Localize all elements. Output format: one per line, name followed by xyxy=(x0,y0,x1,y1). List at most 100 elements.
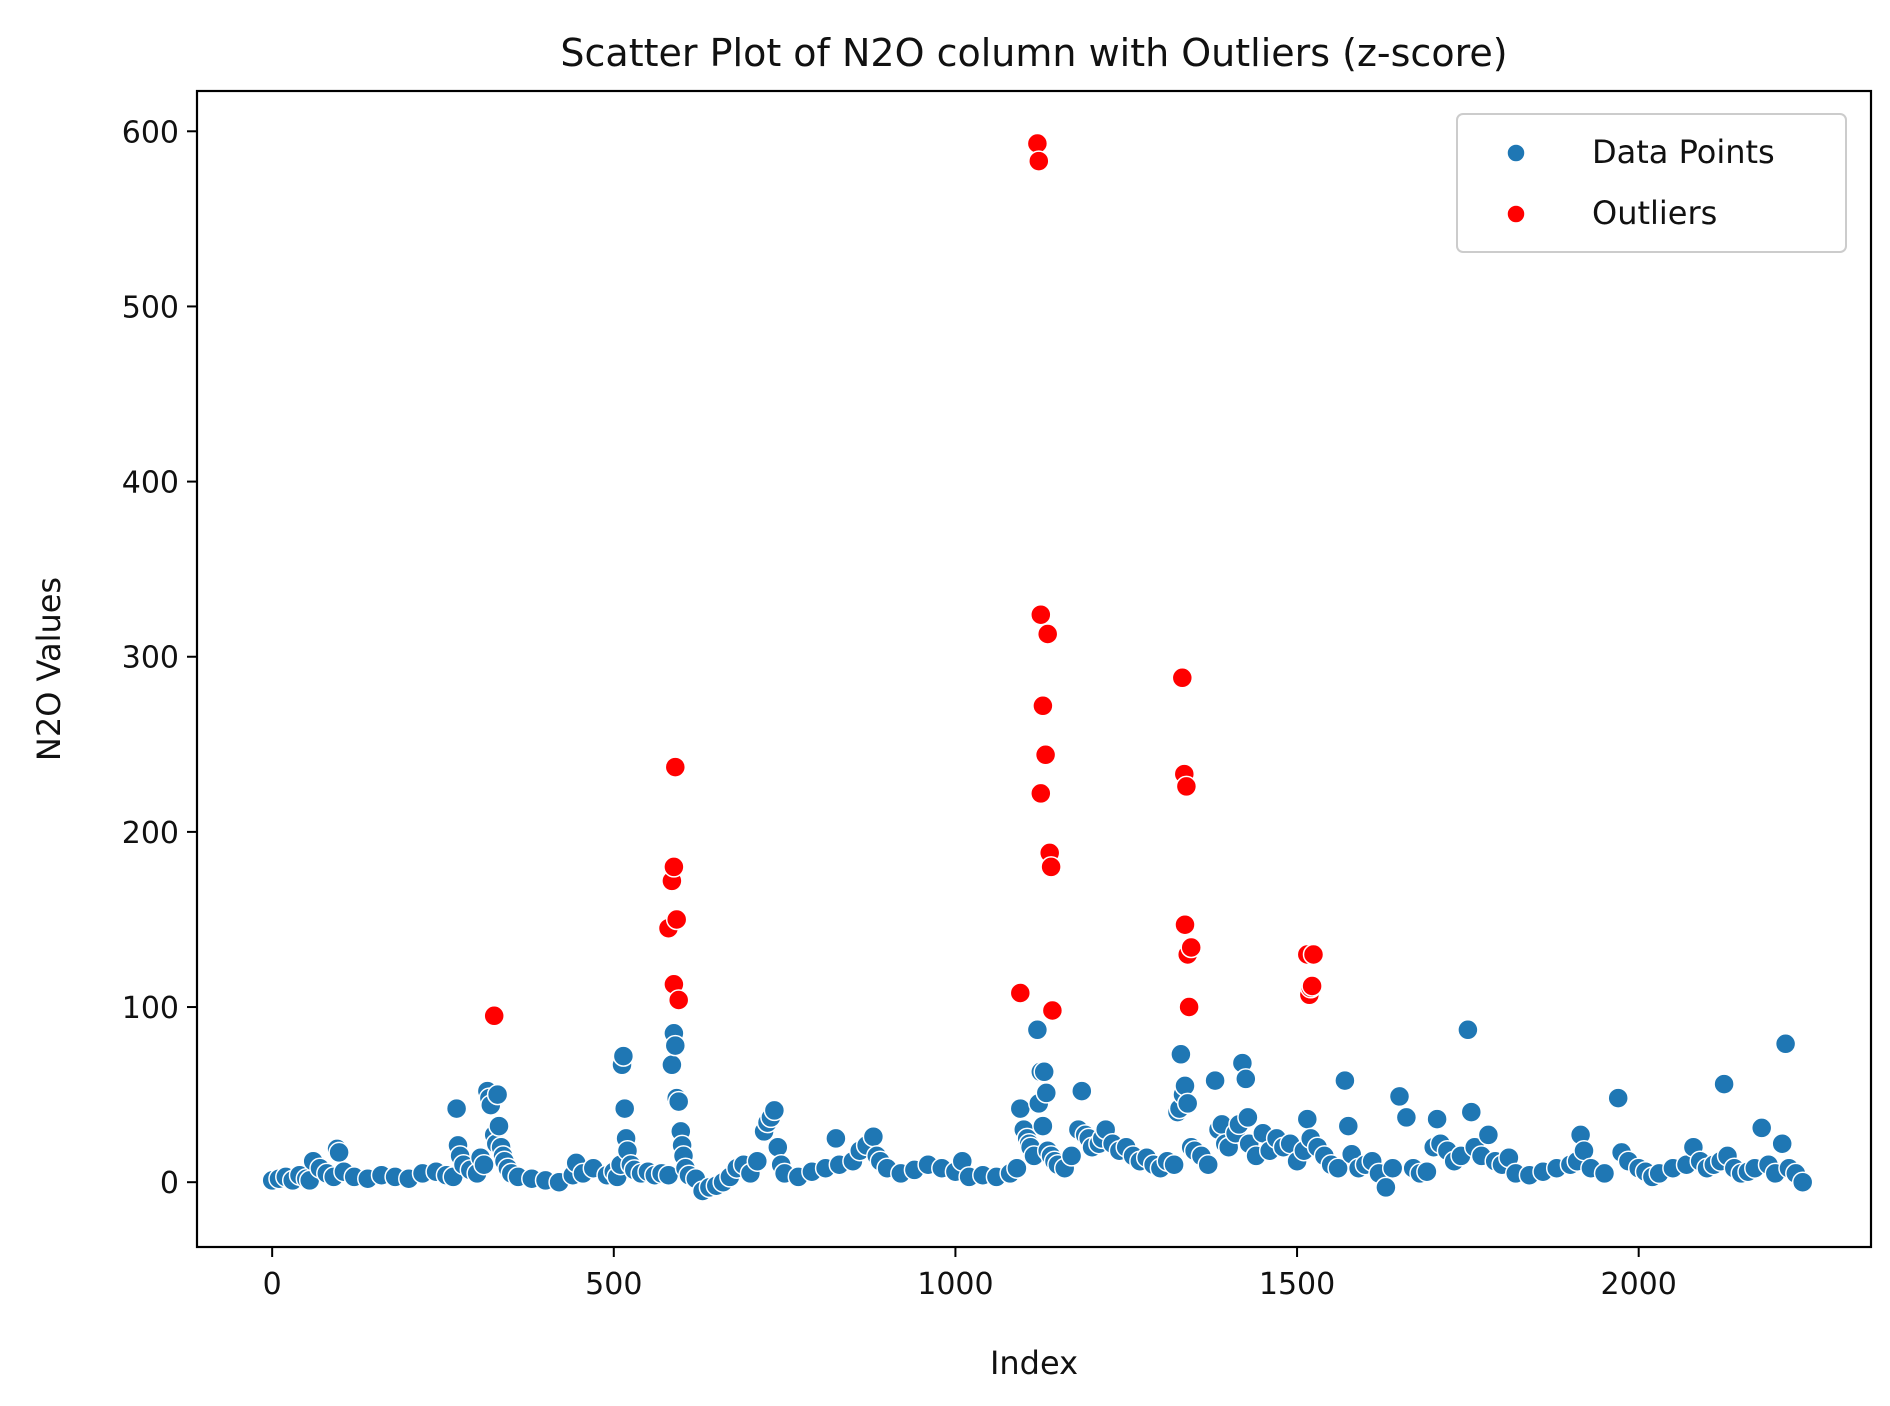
y-tick-label: 200 xyxy=(122,816,179,851)
data-point xyxy=(1771,1132,1793,1155)
outlier-point xyxy=(1032,695,1054,717)
outlier-point xyxy=(1171,667,1194,689)
outlier-point xyxy=(667,989,690,1011)
data-point xyxy=(825,1127,847,1150)
data-point xyxy=(1457,1019,1479,1041)
x-tick-label: 1000 xyxy=(917,1267,993,1302)
data-point xyxy=(1032,1115,1054,1137)
outlier-point xyxy=(1180,936,1202,959)
data-point xyxy=(1593,1162,1616,1185)
x-tick-label: 0 xyxy=(263,1267,282,1302)
data-point xyxy=(488,1115,510,1137)
data-point xyxy=(1477,1124,1500,1146)
data-point xyxy=(1163,1153,1185,1176)
data-point xyxy=(1026,1019,1049,1041)
y-tick-label: 300 xyxy=(122,641,179,676)
y-tick-label: 400 xyxy=(122,466,179,501)
data-point xyxy=(1009,1097,1032,1120)
data-point xyxy=(1174,1075,1196,1097)
outlier-point xyxy=(1036,623,1059,645)
legend-marker-data-points xyxy=(1506,143,1526,163)
y-tick-label: 100 xyxy=(122,991,179,1026)
chart-title: Scatter Plot of N2O column with Outliers… xyxy=(560,31,1507,75)
data-point xyxy=(328,1141,350,1164)
outlier-point xyxy=(663,856,685,878)
data-point xyxy=(862,1125,885,1148)
data-point xyxy=(1237,1106,1259,1129)
outlier-point xyxy=(1175,775,1198,798)
data-point xyxy=(1197,1153,1219,1176)
y-tick-label: 600 xyxy=(122,115,179,150)
outlier-point xyxy=(1028,150,1050,172)
data-point xyxy=(1791,1171,1814,1193)
data-point xyxy=(473,1153,495,1176)
data-point xyxy=(1426,1108,1448,1130)
outlier-point xyxy=(1301,975,1323,997)
outlier-point xyxy=(664,756,687,778)
data-point xyxy=(1035,1082,1058,1104)
outlier-point xyxy=(1041,999,1064,1022)
data-point xyxy=(1395,1106,1418,1129)
data-point xyxy=(763,1099,786,1122)
outlier-point xyxy=(483,1005,505,1027)
y-tick-label: 0 xyxy=(160,1166,179,1201)
data-point xyxy=(612,1045,635,1067)
data-point xyxy=(486,1083,509,1106)
legend-marker-outliers xyxy=(1506,204,1526,224)
data-point xyxy=(1334,1069,1356,1092)
data-point xyxy=(1774,1033,1797,1055)
data-point xyxy=(667,1090,690,1113)
outlier-point xyxy=(1009,982,1032,1004)
plot-frame xyxy=(195,89,1873,1249)
x-tick-label: 500 xyxy=(585,1267,642,1302)
data-point xyxy=(613,1097,636,1120)
x-tick-label: 1500 xyxy=(1259,1267,1335,1302)
y-axis-label: N2O Values xyxy=(30,577,68,761)
data-point xyxy=(1381,1157,1404,1179)
plot-background xyxy=(197,91,1871,1247)
data-point xyxy=(1176,1092,1199,1115)
data-point xyxy=(661,1054,683,1076)
outlier-point xyxy=(1030,603,1052,626)
data-point xyxy=(1296,1108,1319,1130)
data-point xyxy=(1375,1176,1397,1199)
data-point xyxy=(1337,1115,1360,1137)
data-point xyxy=(767,1136,789,1158)
legend-label-data-points: Data Points xyxy=(1592,133,1775,171)
outlier-point xyxy=(1174,913,1196,936)
data-point xyxy=(1750,1117,1773,1139)
data-point xyxy=(1033,1061,1055,1083)
outlier-point xyxy=(1178,996,1200,1018)
series-data-points xyxy=(261,1019,1814,1202)
data-point xyxy=(1170,1043,1192,1066)
x-axis-label: Index xyxy=(990,1344,1078,1382)
legend-label-outliers: Outliers xyxy=(1592,194,1717,232)
data-point xyxy=(1060,1145,1083,1167)
data-point xyxy=(1607,1087,1629,1109)
legend: Data Points Outliers xyxy=(1456,113,1847,253)
outlier-point xyxy=(1034,744,1057,766)
data-point xyxy=(1204,1069,1226,1092)
points-layer xyxy=(261,132,1814,1202)
data-point xyxy=(445,1097,468,1120)
data-point xyxy=(1416,1160,1438,1183)
data-point xyxy=(1235,1068,1257,1090)
outlier-point xyxy=(1302,943,1325,966)
outlier-point xyxy=(1040,856,1062,878)
x-axis: 0 500 1000 1500 2000 xyxy=(263,1247,1677,1302)
x-tick-label: 2000 xyxy=(1601,1267,1677,1302)
data-point xyxy=(1388,1085,1411,1108)
y-tick-label: 500 xyxy=(122,290,179,325)
data-point xyxy=(1460,1101,1483,1123)
y-axis: 0 100 200 300 400 500 600 xyxy=(122,115,197,1201)
legend-box xyxy=(1456,113,1847,253)
outlier-point xyxy=(1030,782,1052,805)
data-point xyxy=(746,1150,769,1172)
data-point xyxy=(1006,1157,1028,1179)
data-point xyxy=(664,1034,687,1057)
outlier-point xyxy=(665,908,688,931)
data-point xyxy=(1713,1073,1735,1095)
series-outliers xyxy=(483,132,1325,1027)
data-point xyxy=(1071,1080,1093,1102)
